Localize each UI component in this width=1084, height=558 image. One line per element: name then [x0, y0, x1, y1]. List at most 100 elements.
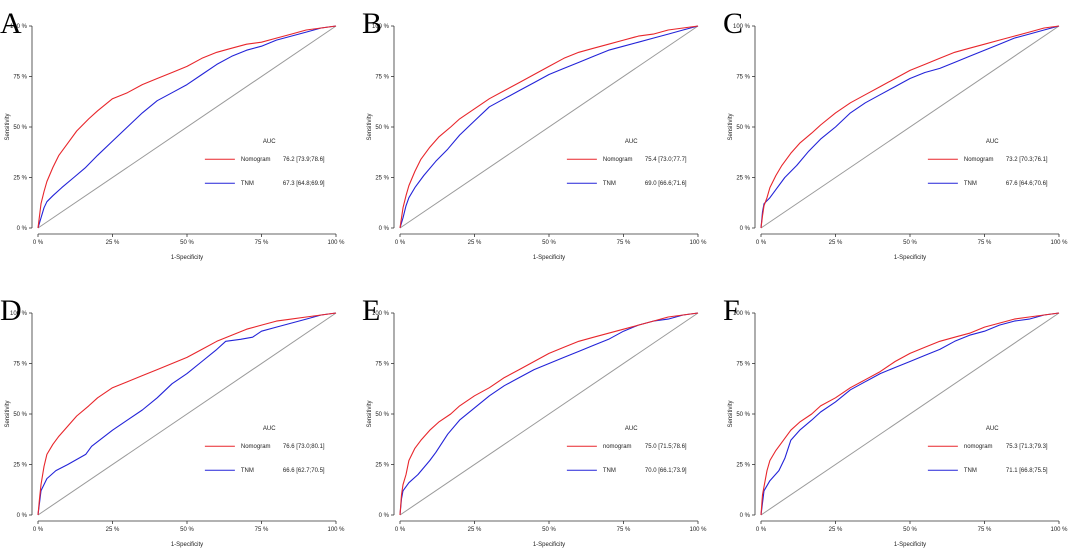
y-axis-label: Sensitivity [367, 113, 373, 140]
roc-curve-tnm [760, 312, 1060, 516]
reference-diagonal [399, 312, 699, 516]
reference-diagonal [760, 312, 1060, 516]
x-tick-label: 50 % [542, 527, 556, 533]
panel-label: B [362, 7, 382, 40]
y-tick-label: 0 % [740, 513, 751, 519]
panel-label: E [362, 294, 380, 327]
roc-curve-tnm [399, 25, 699, 229]
y-tick-label: 50 % [375, 412, 389, 418]
roc-panel-d: 0 % 0 % 25 % 25 % 50 % 50 % 75 % 75 % 100 % 100 %… [0, 294, 345, 548]
panel-label: C [723, 7, 743, 40]
legend-auc-value: 69.0 [66.6;71.6] [645, 181, 687, 187]
y-tick-label: 50 % [13, 125, 27, 131]
legend-auc-value: 71.1 [66.8;75.5] [1006, 468, 1048, 474]
roc-curve-nomogram [37, 312, 337, 516]
y-tick-label: 75 % [375, 362, 389, 368]
y-tick-label: 100 % [372, 311, 390, 317]
legend-auc-value: 66.6 [62.7;70.5] [283, 468, 325, 474]
y-tick-label: 25 % [375, 176, 389, 182]
y-tick-label: 25 % [375, 463, 389, 469]
roc-curve-nomogram [399, 312, 699, 516]
y-axis-label: Sensitivity [5, 113, 11, 140]
y-tick-label: 75 % [736, 362, 750, 368]
roc-curve-tnm [760, 25, 1060, 229]
y-axis-label: Sensitivity [5, 400, 11, 427]
y-tick-label: 25 % [13, 176, 27, 182]
y-tick-label: 100 % [733, 311, 751, 317]
legend-auc-value: 76.2 [73.9;78.6] [283, 157, 325, 163]
y-tick-label: 25 % [736, 463, 750, 469]
roc-curve-nomogram [760, 312, 1060, 516]
legend-title: AUC [625, 426, 638, 432]
x-axis-label: 1-Specificity [894, 255, 926, 261]
roc-curve-nomogram [37, 25, 337, 229]
x-tick-label: 0 % [756, 240, 767, 246]
legend-auc-value: 75.0 [71.5;78.6] [645, 444, 687, 450]
panel-label: D [0, 294, 22, 327]
legend-series-name: TNM [964, 181, 977, 187]
y-tick-label: 50 % [375, 125, 389, 131]
y-tick-label: 100 % [733, 24, 751, 30]
y-tick-label: 0 % [379, 513, 390, 519]
x-tick-label: 25 % [106, 527, 120, 533]
x-tick-label: 50 % [903, 240, 917, 246]
roc-curve-nomogram [760, 25, 1060, 229]
legend-series-name: TNM [241, 468, 254, 474]
legend-series-name: Nomogram [964, 157, 994, 163]
legend-series-name: Nomogram [603, 157, 633, 163]
reference-diagonal [37, 312, 337, 516]
x-tick-label: 25 % [829, 240, 843, 246]
legend-title: AUC [263, 426, 276, 432]
roc-panel-a: 0 % 0 % 25 % 25 % 50 % 50 % 75 % 75 % 100 % 100 %… [0, 7, 345, 261]
x-axis-label: 1-Specificity [171, 542, 203, 548]
y-tick-label: 25 % [13, 463, 27, 469]
x-tick-label: 75 % [255, 527, 269, 533]
legend-auc-value: 67.3 [64.8;69.9] [283, 181, 325, 187]
y-axis-label: Sensitivity [728, 113, 734, 140]
y-axis-label: Sensitivity [367, 400, 373, 427]
y-tick-label: 75 % [736, 75, 750, 81]
legend-series-name: TNM [603, 468, 616, 474]
x-tick-label: 0 % [395, 527, 406, 533]
legend-title: AUC [263, 139, 276, 145]
x-tick-label: 0 % [395, 240, 406, 246]
roc-curve-tnm [37, 312, 337, 516]
y-tick-label: 50 % [736, 412, 750, 418]
x-tick-label: 50 % [180, 527, 194, 533]
x-tick-label: 75 % [255, 240, 269, 246]
y-tick-label: 75 % [13, 362, 27, 368]
legend-title: AUC [625, 139, 638, 145]
y-axis-label: Sensitivity [728, 400, 734, 427]
legend-title: AUC [986, 426, 999, 432]
legend-series-name: Nomogram [241, 157, 271, 163]
y-tick-label: 0 % [379, 226, 390, 232]
x-tick-label: 75 % [978, 240, 992, 246]
x-tick-label: 100 % [689, 240, 707, 246]
x-tick-label: 0 % [33, 240, 44, 246]
legend-series-name: Nomogram [241, 444, 271, 450]
y-tick-label: 100 % [372, 24, 390, 30]
legend-series-name: TNM [603, 181, 616, 187]
roc-curve-nomogram [399, 25, 699, 229]
roc-panel-c: 0 % 0 % 25 % 25 % 50 % 50 % 75 % 75 % 100 % 100 %… [723, 7, 1068, 261]
x-tick-label: 100 % [1050, 527, 1068, 533]
y-tick-label: 25 % [736, 176, 750, 182]
roc-curve-tnm [37, 25, 337, 229]
x-tick-label: 100 % [1050, 240, 1068, 246]
y-tick-label: 0 % [17, 513, 28, 519]
y-tick-label: 75 % [13, 75, 27, 81]
x-axis-label: 1-Specificity [171, 255, 203, 261]
x-tick-label: 25 % [106, 240, 120, 246]
reference-diagonal [760, 25, 1060, 229]
x-axis-label: 1-Specificity [894, 542, 926, 548]
x-axis-label: 1-Specificity [533, 255, 565, 261]
y-tick-label: 0 % [740, 226, 751, 232]
roc-panel-b: 0 % 0 % 25 % 25 % 50 % 50 % 75 % 75 % 100 % 100 %… [362, 7, 707, 261]
x-tick-label: 75 % [617, 240, 631, 246]
y-tick-label: 75 % [375, 75, 389, 81]
legend-series-name: nomogram [603, 444, 632, 450]
x-tick-label: 25 % [468, 527, 482, 533]
x-tick-label: 0 % [756, 527, 767, 533]
x-tick-label: 100 % [327, 240, 345, 246]
